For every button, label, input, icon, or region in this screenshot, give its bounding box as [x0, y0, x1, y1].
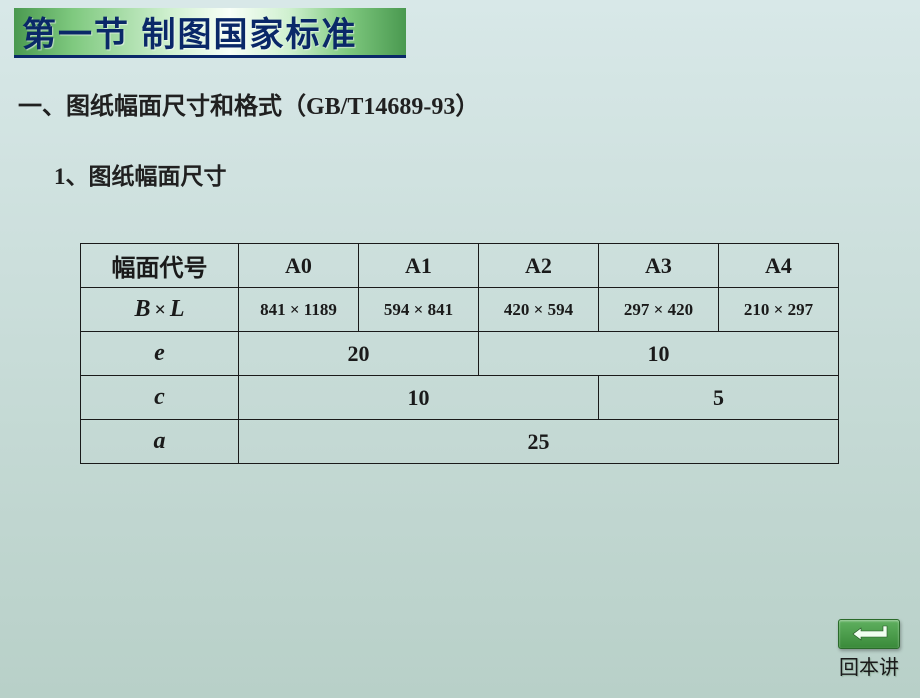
section-heading: 一、图纸幅面尺寸和格式（GB/T14689-93） [18, 86, 920, 121]
table-row-bl: B×L 841 × 1189 594 × 841 420 × 594 297 ×… [81, 288, 839, 332]
paper-size-table: 幅面代号 A0 A1 A2 A3 A4 B×L 841 × 1189 594 ×… [80, 243, 920, 464]
section-text: 图纸幅面尺寸和格式（ [66, 94, 306, 120]
sub-heading: 1、图纸幅面尺寸 [54, 157, 920, 191]
row-label-c: c [81, 376, 239, 420]
return-button[interactable]: 回本讲 [838, 619, 900, 680]
section-prefix: 一、 [18, 94, 66, 120]
row-label-e: e [81, 332, 239, 376]
cell-bl-a3: 297 × 420 [599, 288, 719, 332]
table-row-c: c 10 5 [81, 376, 839, 420]
row-label-bl: B×L [81, 288, 239, 332]
cell-c-1: 10 [239, 376, 599, 420]
return-icon [838, 619, 900, 649]
table-row-a: a 25 [81, 420, 839, 464]
page-title: 第一节 制图国家标准 [22, 7, 357, 56]
header-a1: A1 [359, 244, 479, 288]
table-header-row: 幅面代号 A0 A1 A2 A3 A4 [81, 244, 839, 288]
cell-a-1: 25 [239, 420, 839, 464]
section-gb-code: GB/T14689-93 [306, 94, 455, 120]
row-label-a: a [81, 420, 239, 464]
cell-e-2: 10 [479, 332, 839, 376]
header-a0: A0 [239, 244, 359, 288]
cell-c-2: 5 [599, 376, 839, 420]
section-suffix: ） [455, 94, 479, 120]
return-label: 回本讲 [839, 651, 899, 680]
header-a4: A4 [719, 244, 839, 288]
cell-bl-a0: 841 × 1189 [239, 288, 359, 332]
header-a2: A2 [479, 244, 599, 288]
title-bar: 第一节 制图国家标准 [14, 8, 406, 58]
cell-bl-a2: 420 × 594 [479, 288, 599, 332]
cell-bl-a1: 594 × 841 [359, 288, 479, 332]
header-label: 幅面代号 [81, 244, 239, 288]
cell-e-1: 20 [239, 332, 479, 376]
header-a3: A3 [599, 244, 719, 288]
cell-bl-a4: 210 × 297 [719, 288, 839, 332]
table-row-e: e 20 10 [81, 332, 839, 376]
